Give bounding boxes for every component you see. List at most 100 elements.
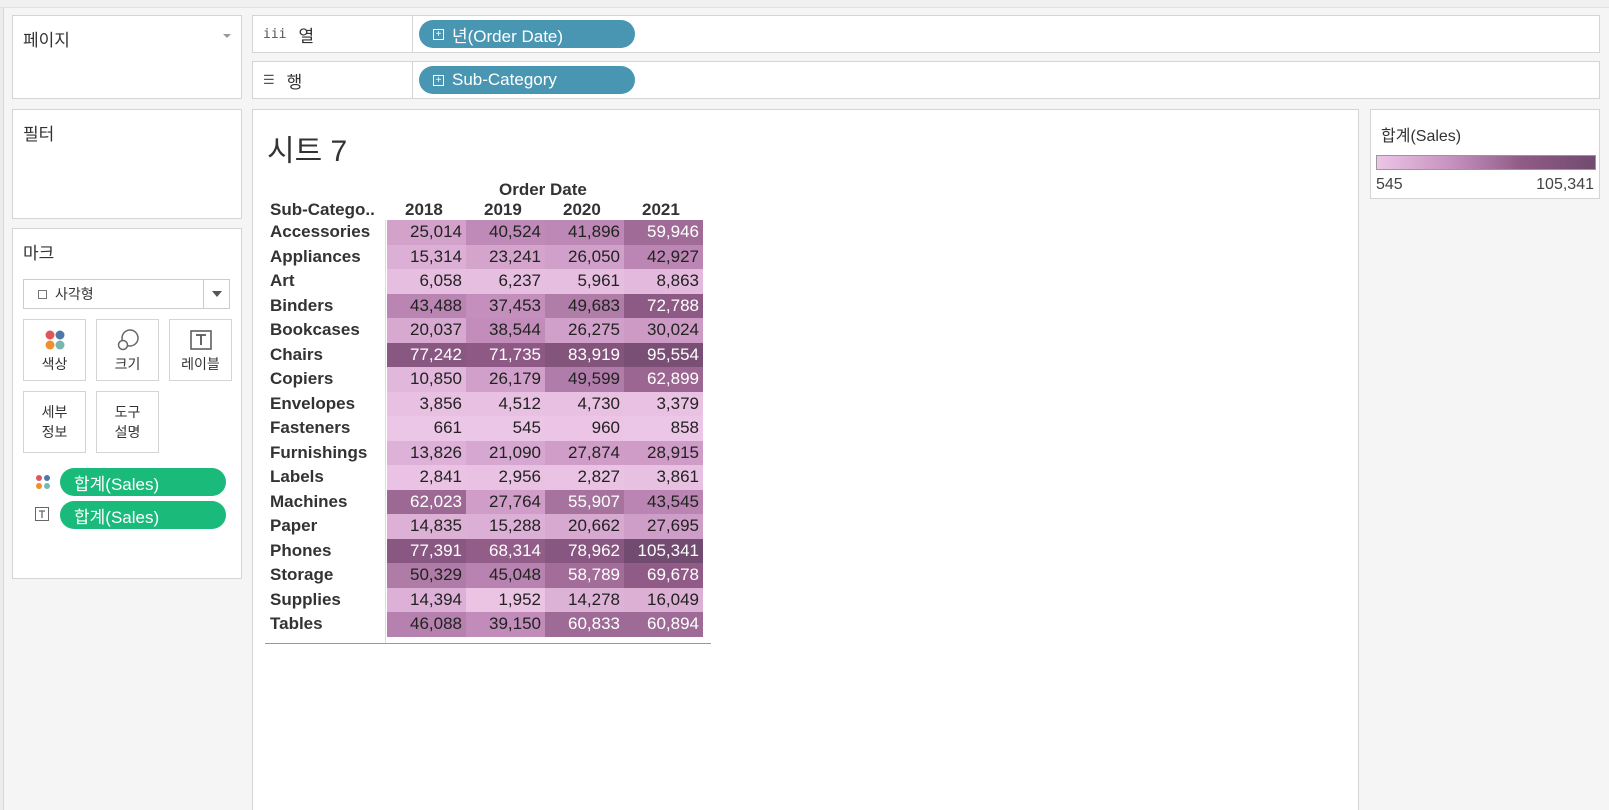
row-label[interactable]: Appliances — [270, 246, 361, 266]
heatmap-cell[interactable]: 95,554 — [624, 342, 703, 367]
heatmap-cell[interactable]: 15,288 — [466, 514, 545, 539]
heatmap-cell[interactable]: 38,544 — [466, 318, 545, 343]
heatmap-cell[interactable]: 105,341 — [624, 538, 703, 563]
row-label[interactable]: Chairs — [270, 344, 323, 364]
row-label[interactable]: Copiers — [270, 369, 334, 388]
sub-category-header[interactable]: Sub-Catego.. — [270, 200, 375, 219]
row-label[interactable]: Binders — [270, 295, 334, 315]
row-label[interactable]: Art — [270, 271, 295, 290]
heatmap-cell[interactable]: 49,599 — [545, 367, 624, 392]
heatmap-cell[interactable]: 37,453 — [466, 293, 545, 318]
row-label[interactable]: Supplies — [270, 589, 341, 609]
heatmap-cell[interactable]: 858 — [624, 416, 703, 441]
row-label[interactable]: Phones — [270, 540, 332, 560]
heatmap-cell[interactable]: 30,024 — [624, 318, 703, 343]
heatmap-cell[interactable]: 77,391 — [387, 538, 466, 563]
heatmap-cell[interactable]: 2,956 — [466, 465, 545, 490]
tooltip-button[interactable]: 도구 설명 — [96, 391, 159, 453]
row-label[interactable]: Paper — [270, 516, 318, 535]
heatmap-cell[interactable]: 58,789 — [545, 563, 624, 588]
year-header[interactable]: 2021 — [642, 200, 680, 219]
heatmap-cell[interactable]: 42,927 — [624, 244, 703, 269]
heatmap-cell[interactable]: 3,861 — [624, 465, 703, 490]
heatmap-cell[interactable]: 68,314 — [466, 538, 545, 563]
heatmap-cell[interactable]: 3,856 — [387, 391, 466, 416]
heatmap-cell[interactable]: 27,695 — [624, 514, 703, 539]
heatmap-cell[interactable]: 23,241 — [466, 244, 545, 269]
heatmap-cell[interactable]: 8,863 — [624, 269, 703, 294]
heatmap-cell[interactable]: 4,730 — [545, 391, 624, 416]
columns-pill-order-date[interactable]: + 년(Order Date) — [419, 20, 635, 48]
pages-dropdown-icon[interactable] — [223, 34, 231, 38]
color-button[interactable]: 색상 — [23, 319, 86, 381]
heatmap-cell[interactable]: 15,314 — [387, 244, 466, 269]
heatmap-cell[interactable]: 14,394 — [387, 587, 466, 612]
heatmap-cell[interactable]: 4,512 — [466, 391, 545, 416]
heatmap-cell[interactable]: 25,014 — [387, 220, 466, 245]
expand-plus-icon[interactable]: + — [433, 28, 444, 40]
color-sales-pill[interactable]: 합계(Sales) — [60, 468, 226, 496]
order-date-header[interactable]: Order Date — [499, 180, 587, 199]
heatmap-cell[interactable]: 50,329 — [387, 563, 466, 588]
detail-button[interactable]: 세부 정보 — [23, 391, 86, 453]
heatmap-cell[interactable]: 26,275 — [545, 318, 624, 343]
row-label[interactable]: Furnishings — [270, 442, 368, 462]
mark-type-caret[interactable] — [203, 280, 229, 308]
heatmap-cell[interactable]: 60,833 — [545, 612, 624, 637]
heatmap-cell[interactable]: 77,242 — [387, 342, 466, 367]
heatmap-cell[interactable]: 62,899 — [624, 367, 703, 392]
heatmap-cell[interactable]: 83,919 — [545, 342, 624, 367]
heatmap-cell[interactable]: 46,088 — [387, 612, 466, 637]
heatmap-cell[interactable]: 72,788 — [624, 293, 703, 318]
size-button[interactable]: 크기 — [96, 319, 159, 381]
color-legend[interactable]: 합계(Sales) 545 105,341 — [1370, 109, 1600, 199]
heatmap-cell[interactable]: 26,179 — [466, 367, 545, 392]
heatmap-cell[interactable]: 62,023 — [387, 489, 466, 514]
heatmap-cell[interactable]: 27,874 — [545, 440, 624, 465]
heatmap-cell[interactable]: 43,488 — [387, 293, 466, 318]
heatmap-cell[interactable]: 43,545 — [624, 489, 703, 514]
heatmap-cell[interactable]: 10,850 — [387, 367, 466, 392]
row-label[interactable]: Fasteners — [270, 418, 351, 437]
row-label[interactable]: Bookcases — [270, 320, 360, 339]
heatmap-cell[interactable]: 60,894 — [624, 612, 703, 637]
heatmap-cell[interactable]: 40,524 — [466, 220, 545, 245]
columns-shelf[interactable]: iii 열 + 년(Order Date) — [252, 15, 1600, 53]
heatmap-cell[interactable]: 20,037 — [387, 318, 466, 343]
rows-pill-sub-category[interactable]: + Sub-Category — [419, 66, 635, 94]
heatmap-cell[interactable]: 545 — [466, 416, 545, 441]
heatmap-cell[interactable]: 55,907 — [545, 489, 624, 514]
heatmap-cell[interactable]: 6,237 — [466, 269, 545, 294]
heatmap-cell[interactable]: 661 — [387, 416, 466, 441]
heatmap-cell[interactable]: 16,049 — [624, 587, 703, 612]
heatmap-cell[interactable]: 28,915 — [624, 440, 703, 465]
heatmap-cell[interactable]: 21,090 — [466, 440, 545, 465]
heatmap-cell[interactable]: 2,827 — [545, 465, 624, 490]
heatmap-cell[interactable]: 27,764 — [466, 489, 545, 514]
heatmap-cell[interactable]: 13,826 — [387, 440, 466, 465]
heatmap-cell[interactable]: 960 — [545, 416, 624, 441]
heatmap-cell[interactable]: 1,952 — [466, 587, 545, 612]
heatmap-cell[interactable]: 14,278 — [545, 587, 624, 612]
heatmap-cell[interactable]: 39,150 — [466, 612, 545, 637]
heatmap-cell[interactable]: 49,683 — [545, 293, 624, 318]
rows-shelf[interactable]: ☰ 행 + Sub-Category — [252, 61, 1600, 99]
row-label[interactable]: Labels — [270, 467, 324, 486]
heatmap-cell[interactable]: 3,379 — [624, 391, 703, 416]
heatmap-cell[interactable]: 20,662 — [545, 514, 624, 539]
year-header[interactable]: 2019 — [484, 200, 522, 219]
label-button[interactable]: 레이블 — [169, 319, 232, 381]
mark-type-dropdown[interactable]: 사각형 — [23, 279, 230, 309]
heatmap-cell[interactable]: 26,050 — [545, 244, 624, 269]
row-label[interactable]: Envelopes — [270, 393, 356, 413]
row-label[interactable]: Tables — [270, 614, 323, 633]
label-sales-pill[interactable]: 합계(Sales) — [60, 501, 226, 529]
year-header[interactable]: 2020 — [563, 200, 601, 219]
heatmap-cell[interactable]: 78,962 — [545, 538, 624, 563]
heatmap-cell[interactable]: 45,048 — [466, 563, 545, 588]
heatmap-cell[interactable]: 71,735 — [466, 342, 545, 367]
heatmap-cell[interactable]: 14,835 — [387, 514, 466, 539]
row-label[interactable]: Machines — [270, 491, 348, 511]
filters-shelf[interactable]: 필터 — [12, 109, 242, 219]
heatmap-cell[interactable]: 6,058 — [387, 269, 466, 294]
